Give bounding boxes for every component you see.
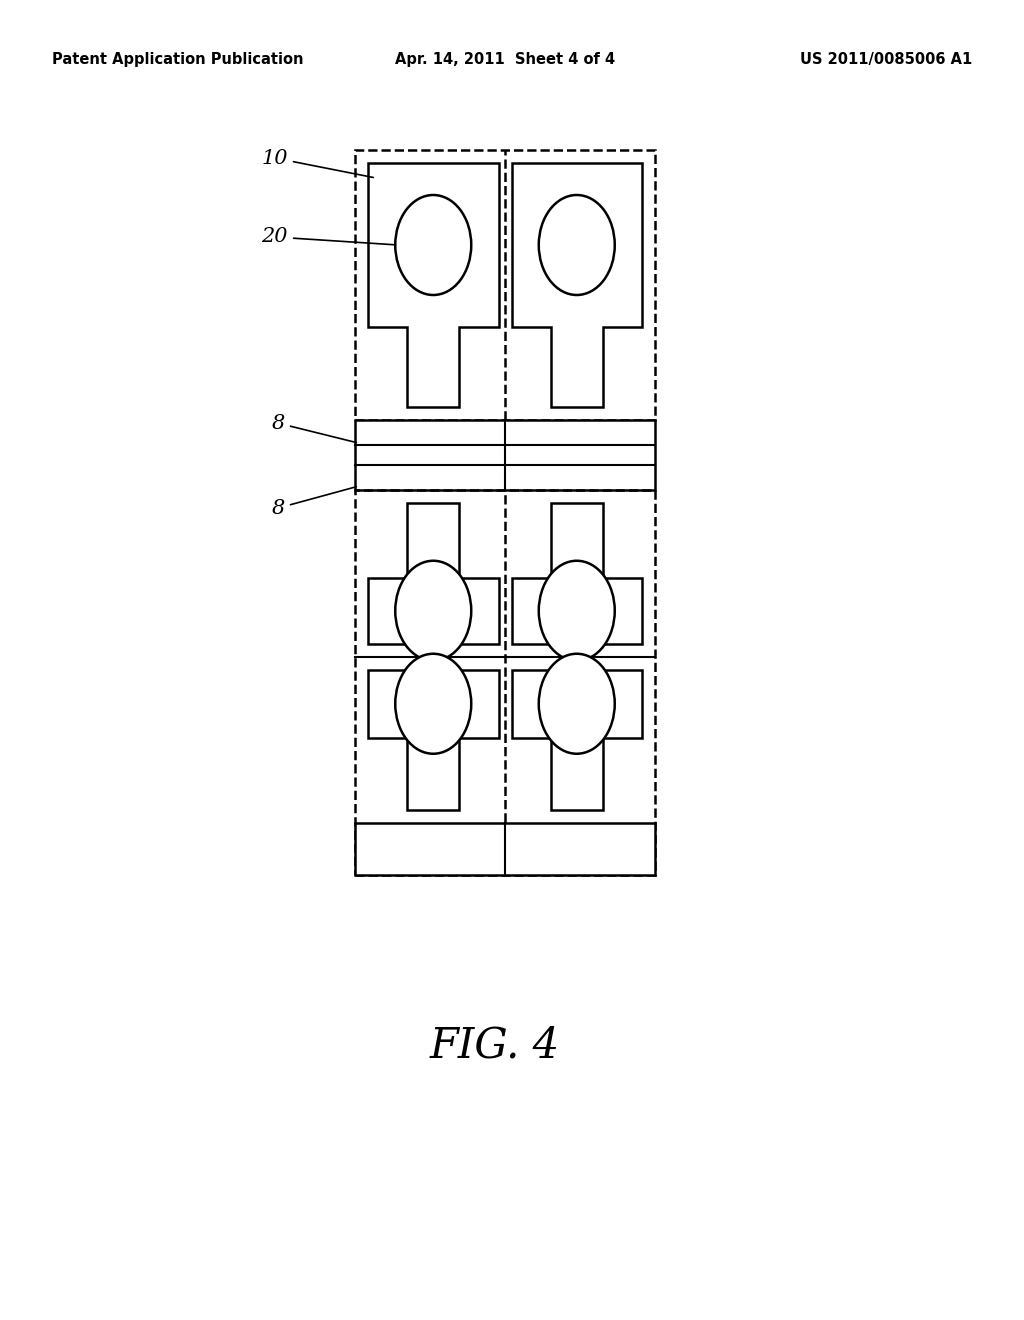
Ellipse shape bbox=[539, 195, 614, 294]
Text: Apr. 14, 2011  Sheet 4 of 4: Apr. 14, 2011 Sheet 4 of 4 bbox=[395, 51, 615, 67]
Bar bbox=[355, 490, 655, 875]
Polygon shape bbox=[512, 669, 642, 810]
Text: 8: 8 bbox=[271, 487, 356, 517]
Polygon shape bbox=[512, 162, 642, 407]
Ellipse shape bbox=[539, 653, 614, 754]
Text: 8: 8 bbox=[271, 413, 356, 442]
Bar bbox=[355, 822, 655, 875]
Bar bbox=[355, 150, 655, 420]
Polygon shape bbox=[512, 503, 642, 644]
Text: 10: 10 bbox=[261, 149, 374, 177]
Ellipse shape bbox=[539, 561, 614, 661]
Polygon shape bbox=[368, 503, 499, 644]
Ellipse shape bbox=[395, 653, 471, 754]
Text: FIG. 4: FIG. 4 bbox=[430, 1024, 560, 1067]
Text: Patent Application Publication: Patent Application Publication bbox=[52, 51, 303, 67]
Ellipse shape bbox=[395, 195, 471, 294]
Polygon shape bbox=[368, 669, 499, 810]
Ellipse shape bbox=[395, 561, 471, 661]
Text: US 2011/0085006 A1: US 2011/0085006 A1 bbox=[800, 51, 972, 67]
Bar bbox=[355, 420, 655, 490]
Text: 20: 20 bbox=[261, 227, 395, 247]
Polygon shape bbox=[368, 162, 499, 407]
